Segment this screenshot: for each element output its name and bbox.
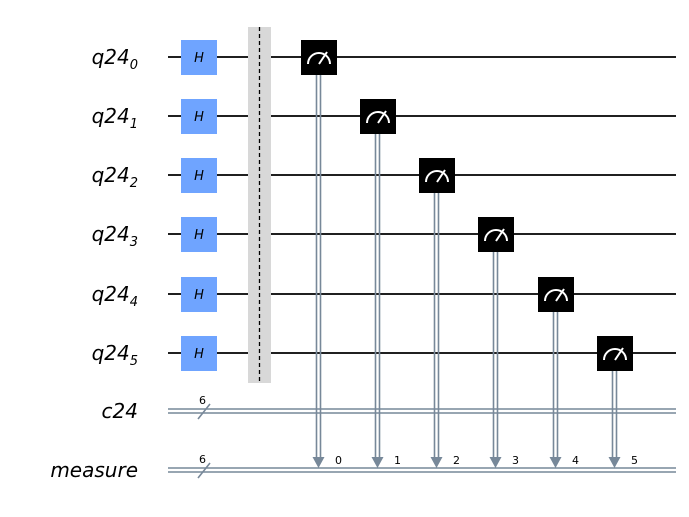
meter-icon <box>603 347 627 361</box>
svg-text:H: H <box>194 169 204 184</box>
meter-icon <box>484 228 508 242</box>
svg-text:H: H <box>194 228 204 243</box>
measure-gate-1 <box>360 99 396 134</box>
measure-gate-2 <box>419 158 455 193</box>
h-gate-3: H <box>181 217 217 252</box>
svg-text:H: H <box>194 288 204 303</box>
meter-icon <box>366 110 390 124</box>
svg-text:4: 4 <box>572 454 579 467</box>
bus-width-measure: 6 <box>199 453 206 466</box>
classical-wire-c24 <box>168 408 676 414</box>
svg-text:2: 2 <box>453 454 460 467</box>
classical-label-measure: measure <box>50 458 138 482</box>
svg-text:H: H <box>194 110 204 125</box>
svg-text:0: 0 <box>335 454 342 467</box>
measure-connector-1: 1 <box>371 134 401 468</box>
qubit-label-3: q243 <box>92 222 138 250</box>
qubit-wires <box>168 56 676 354</box>
h-gate-2: H <box>181 158 217 193</box>
measure-connector-3: 3 <box>489 252 519 468</box>
bus-slash-c24 <box>197 403 211 420</box>
qubit-label-1: q241 <box>92 104 138 132</box>
bus-markers: 6 6 <box>197 394 211 479</box>
measure-gates <box>301 40 633 371</box>
measure-gate-4 <box>538 277 574 312</box>
h-gate-4: H <box>181 277 217 312</box>
meter-icon <box>307 51 331 65</box>
svg-text:H: H <box>194 51 204 66</box>
measure-gate-3 <box>478 217 514 252</box>
measure-gate-0 <box>301 40 337 75</box>
meter-icon <box>544 288 568 302</box>
wire-labels: q240 q241 q242 q243 q244 q245 c24 measur… <box>50 45 138 482</box>
measure-connector-4: 4 <box>549 312 579 468</box>
classical-wire-measure <box>168 467 676 473</box>
classical-wires <box>168 408 676 473</box>
qubit-label-4: q244 <box>92 282 138 310</box>
h-gate-1: H <box>181 99 217 134</box>
classical-label-c24: c24 <box>102 399 138 423</box>
svg-text:H: H <box>194 347 204 362</box>
svg-text:1: 1 <box>394 454 401 467</box>
h-gates: H H H H H H <box>181 40 217 371</box>
svg-text:3: 3 <box>512 454 519 467</box>
h-gate-5: H <box>181 336 217 371</box>
measure-connector-0: 0 <box>312 75 342 468</box>
qubit-label-5: q245 <box>92 341 138 369</box>
qubit-label-0: q240 <box>92 45 138 73</box>
h-gate-0: H <box>181 40 217 75</box>
measure-connector-2: 2 <box>430 193 460 468</box>
measure-connectors: 0 1 2 3 4 5 <box>312 75 638 468</box>
barrier <box>248 27 271 383</box>
qubit-label-2: q242 <box>92 163 138 191</box>
measure-connector-5: 5 <box>608 371 638 468</box>
svg-text:5: 5 <box>631 454 638 467</box>
meter-icon <box>425 169 449 183</box>
bus-slash-measure <box>197 462 211 479</box>
measure-gate-5 <box>597 336 633 371</box>
bus-width-c24: 6 <box>199 394 206 407</box>
